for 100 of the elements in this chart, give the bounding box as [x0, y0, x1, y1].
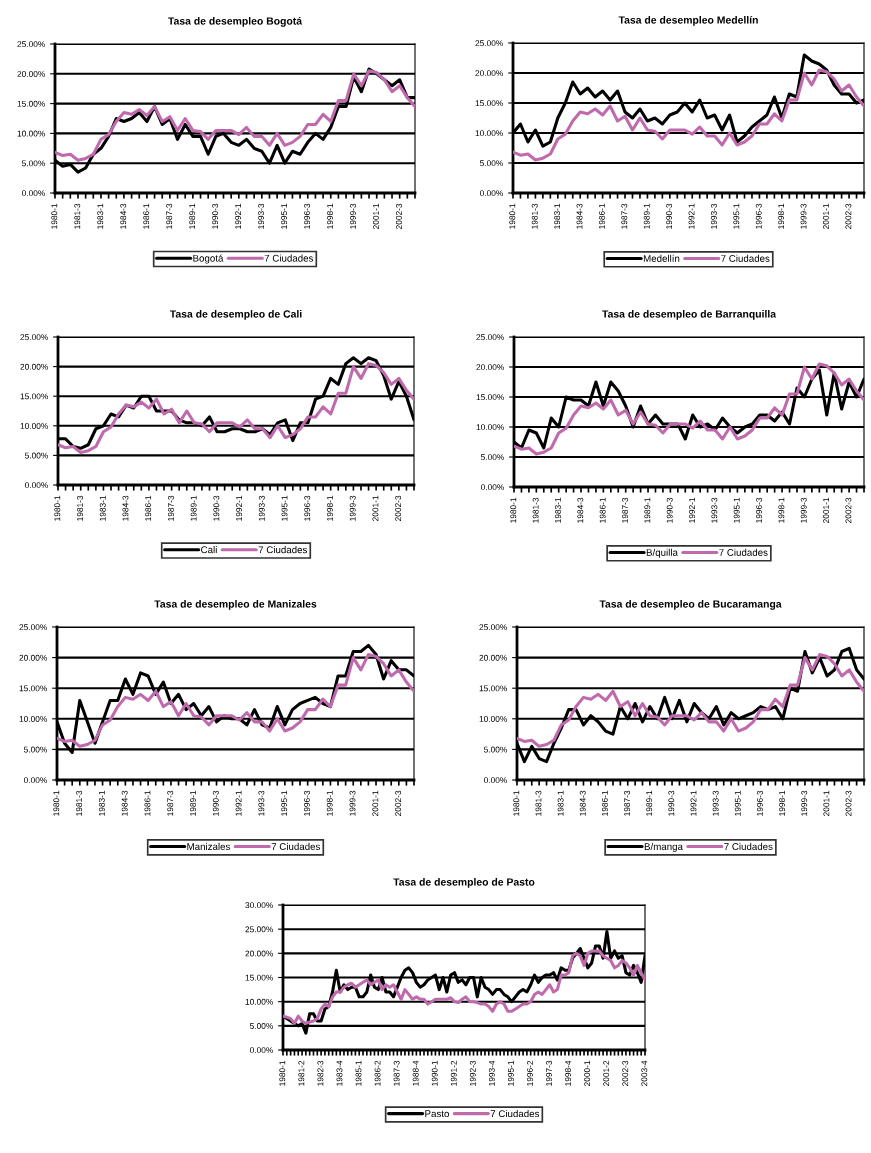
- legend-label: B/manga: [644, 842, 683, 852]
- x-tick-label: 2003-4: [641, 1060, 648, 1086]
- x-tick-label: 2001-1: [823, 497, 829, 523]
- x-tick-label: 1990-3: [213, 495, 220, 521]
- x-tick-label: 1984-3: [576, 203, 583, 229]
- x-tick-label: 1986-1: [599, 497, 606, 523]
- x-tick-label: 1993-3: [258, 203, 265, 229]
- x-tick-label: 1983-4: [336, 1060, 343, 1086]
- legend-label: 7 Ciudades: [258, 546, 308, 554]
- y-tick-label: 15.00%: [245, 974, 273, 981]
- legend-label: 7 Ciudades: [264, 254, 314, 262]
- chart-title: Tasa de desempleo de Barranquilla: [602, 310, 777, 320]
- x-tick-label: 1987-3: [167, 495, 174, 521]
- x-tick-label: 1990-1: [431, 1060, 438, 1086]
- y-tick-label: 20.00%: [17, 71, 45, 77]
- y-tick-label: 0.00%: [21, 190, 45, 197]
- x-tick-label: 2001-1: [823, 203, 829, 229]
- legend-label: Bogotá: [193, 254, 224, 264]
- x-tick-label: 1995-1: [507, 1060, 514, 1086]
- x-tick-label: 1987-3: [167, 790, 174, 816]
- x-tick-label: 1980-1: [510, 497, 517, 523]
- x-tick-label: 1996-3: [304, 203, 310, 229]
- x-tick-label: 2002-3: [395, 790, 402, 816]
- y-tick-label: 20.00%: [479, 654, 507, 661]
- chart-title: Tasa de desempleo Medellín: [618, 15, 758, 26]
- x-tick-label: 2001-1: [823, 790, 830, 816]
- x-tick-label: 2002-3: [396, 203, 402, 229]
- chart-title: Tasa de desempleo Bogotá: [168, 16, 303, 27]
- x-tick-label: 2002-3: [845, 203, 852, 229]
- y-tick-label: 25.00%: [17, 41, 45, 48]
- x-tick-label: 1992-1: [235, 790, 242, 816]
- y-tick-label: 0.00%: [23, 777, 47, 784]
- x-tick-label: 1999-3: [800, 497, 807, 523]
- x-tick-label: 2001-1: [372, 495, 379, 521]
- x-tick-label: 1986-1: [598, 203, 605, 229]
- x-tick-label: 1980-1: [279, 1060, 286, 1086]
- x-tick-label: 1993-3: [712, 790, 719, 816]
- x-tick-label: 1986-1: [145, 495, 152, 521]
- legend-label: Pasto: [425, 1110, 449, 1118]
- x-tick-label: 1983-1: [97, 203, 104, 229]
- legend-label: Cali: [201, 546, 217, 554]
- x-tick-label: 1997-3: [546, 1060, 552, 1086]
- legend-label: 7 Ciudades: [271, 842, 321, 850]
- y-tick-label: 0.00%: [24, 482, 48, 489]
- x-tick-label: 1989-1: [189, 203, 196, 229]
- y-tick-label: 5.00%: [483, 746, 507, 753]
- x-tick-label: 2000-1: [584, 1060, 591, 1086]
- x-tick-label: 1988-4: [412, 1060, 419, 1086]
- y-tick-label: 5.00%: [479, 160, 503, 167]
- x-tick-label: 1989-1: [190, 790, 196, 816]
- x-tick-label: 2001-1: [372, 790, 379, 816]
- x-tick-label: 1981-3: [531, 203, 538, 229]
- x-tick-label: 1984-3: [121, 790, 128, 816]
- x-tick-label: 1993-3: [258, 790, 265, 816]
- x-tick-label: 2001-1: [373, 203, 379, 229]
- x-tick-label: 1990-3: [212, 203, 219, 229]
- x-tick-label: 1992-1: [235, 203, 242, 229]
- y-tick-label: 10.00%: [476, 424, 504, 431]
- y-tick-label: 25.00%: [20, 334, 48, 341]
- x-tick-label: 1992-1: [689, 497, 695, 523]
- x-tick-label: 1990-3: [668, 790, 675, 816]
- y-tick-label: 15.00%: [475, 100, 503, 107]
- x-tick-label: 1986-2: [374, 1060, 381, 1086]
- x-tick-label: 1982-3: [317, 1060, 324, 1086]
- x-tick-label: 2001-2: [603, 1060, 610, 1086]
- x-tick-label: 1980-1: [54, 495, 61, 521]
- x-tick-label: 1981-3: [535, 790, 542, 816]
- y-tick-label: 10.00%: [20, 423, 48, 429]
- x-tick-label: 1984-3: [579, 790, 586, 816]
- legend-label: 7 Ciudades: [490, 1109, 540, 1118]
- x-tick-label: 1989-1: [646, 790, 653, 816]
- x-tick-label: 1995-1: [733, 203, 740, 229]
- x-tick-label: 1992-1: [690, 790, 697, 816]
- x-tick-label: 1981-3: [76, 790, 83, 816]
- legend-label: Medellín: [643, 254, 680, 262]
- x-tick-label: 1999-3: [801, 790, 808, 816]
- x-tick-label: 1993-3: [710, 203, 717, 229]
- x-tick-label: 1995-1: [281, 790, 288, 816]
- x-tick-label: 2002-3: [622, 1060, 629, 1086]
- x-tick-label: 1998-1: [779, 790, 786, 816]
- x-tick-label: 1989-1: [643, 203, 650, 229]
- y-tick-label: 15.00%: [19, 685, 47, 692]
- x-tick-label: 1996-3: [755, 203, 762, 229]
- x-tick-label: 1980-1: [513, 790, 520, 816]
- y-tick-label: 10.00%: [479, 716, 507, 722]
- x-tick-label: 1983-1: [554, 203, 561, 229]
- x-tick-label: 1996-2: [527, 1060, 533, 1086]
- x-tick-label: 1999-3: [349, 790, 356, 816]
- x-tick-label: 1990-3: [666, 497, 673, 523]
- y-tick-label: 0.00%: [480, 484, 504, 491]
- y-tick-label: 0.00%: [249, 1047, 273, 1054]
- chart-title: Tasa de desempleo de Bucaramanga: [599, 600, 782, 610]
- x-tick-label: 1980-1: [53, 790, 60, 816]
- x-tick-label: 1981-3: [74, 203, 81, 229]
- x-tick-label: 2002-3: [845, 790, 852, 816]
- legend-label: 7 Ciudades: [719, 548, 768, 556]
- x-tick-label: 1986-1: [143, 203, 150, 229]
- x-tick-label: 1995-1: [734, 790, 741, 816]
- x-tick-label: 1999-3: [349, 495, 356, 521]
- x-tick-label: 1984-3: [122, 495, 129, 521]
